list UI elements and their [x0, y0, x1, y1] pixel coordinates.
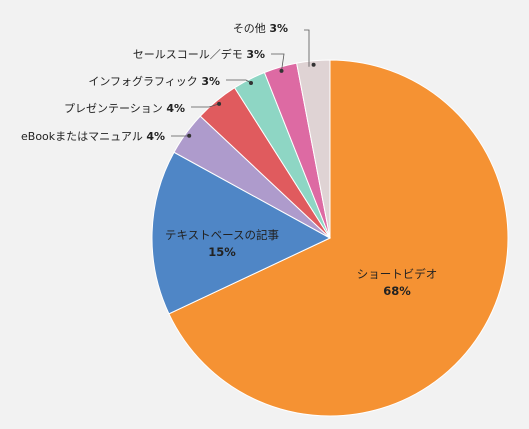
callout-label: eBookまたはマニュアル 4%: [21, 130, 165, 143]
slice-label: ショートビデオ 68%: [357, 267, 438, 298]
callout-label: セールスコール／デモ 3%: [133, 47, 265, 61]
callout-label-percent: 4%: [146, 130, 165, 143]
pie-slice: [168, 59, 509, 417]
callout-label-name: プレゼンテーション: [64, 102, 166, 115]
callout-label-percent: 3%: [269, 22, 288, 35]
callout-label-name: eBookまたはマニュアル: [21, 130, 146, 143]
callout-dot: [217, 101, 222, 106]
callout-label-percent: 3%: [201, 75, 220, 88]
callout-dot: [249, 81, 253, 85]
callout-dot: [311, 62, 316, 67]
pie-slice: [151, 151, 332, 315]
slice-label: テキストベースの記事 15%: [165, 228, 279, 259]
callout-label-percent: 4%: [166, 102, 185, 115]
callout-label-name: その他: [233, 22, 270, 35]
slice-label-percent: 68%: [383, 284, 411, 298]
pie-slice: [296, 59, 331, 239]
callout-leader-line: [304, 29, 310, 67]
callout-label: インフォグラフィック 3%: [88, 74, 220, 88]
callout-dot: [279, 68, 284, 73]
slice-label-name: テキストベースの記事: [165, 228, 279, 242]
slice-label-name: ショートビデオ: [357, 267, 438, 281]
callout-leader-line: [191, 103, 220, 108]
callout-dot: [187, 133, 192, 138]
callout-label: プレゼンテーション 4%: [64, 102, 185, 115]
callout-leader-line: [271, 53, 285, 71]
callout-label: その他 3%: [233, 22, 288, 35]
callout-label-name: セールスコール／デモ: [133, 47, 247, 61]
callout-label-percent: 3%: [246, 48, 265, 61]
slice-label-percent: 15%: [208, 245, 236, 259]
callout-label-name: インフォグラフィック: [88, 74, 201, 88]
